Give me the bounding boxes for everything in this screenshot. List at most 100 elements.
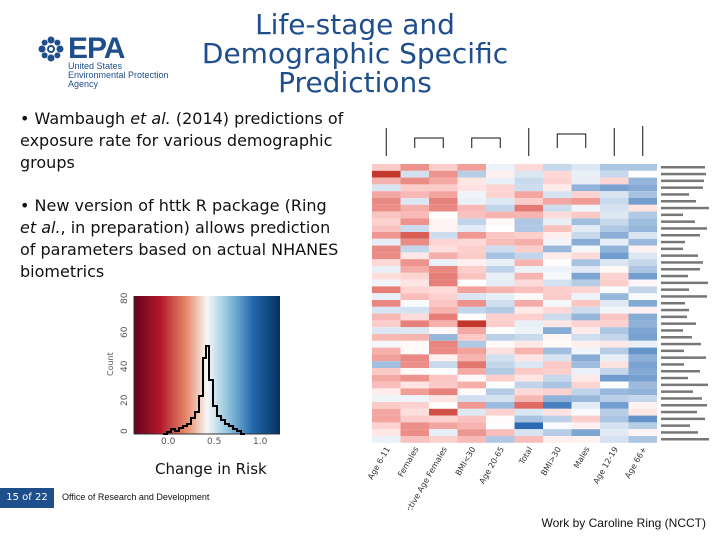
heatmap-cell bbox=[400, 395, 429, 402]
heatmap-cell bbox=[514, 327, 543, 334]
heatmap-cell bbox=[514, 334, 543, 341]
heatmap-cell bbox=[628, 327, 657, 334]
heatmap-cell bbox=[514, 245, 543, 253]
change-in-risk-histogram: 0 20 40 60 80 Count 0.0 0.5 1.0 bbox=[106, 292, 280, 447]
heatmap-cell bbox=[514, 252, 543, 260]
heatmap-cell bbox=[429, 218, 458, 226]
heatmap-row-label bbox=[661, 363, 684, 366]
heatmap-cell bbox=[457, 279, 486, 287]
heatmap-cell bbox=[628, 191, 657, 198]
heatmap-cell bbox=[457, 286, 486, 294]
heatmap-cell bbox=[543, 327, 572, 334]
heatmap-cell bbox=[543, 266, 572, 273]
heatmap-row-label bbox=[661, 376, 688, 380]
y-tick-80: 80 bbox=[120, 292, 130, 304]
heatmap-cell bbox=[571, 300, 600, 307]
heatmap-cell bbox=[457, 170, 486, 178]
heatmap-cell bbox=[543, 164, 572, 171]
heatmap-cell bbox=[600, 218, 629, 226]
heatmap-cell bbox=[429, 313, 458, 321]
heatmap-cell bbox=[628, 225, 657, 232]
heatmap-cell bbox=[628, 170, 657, 178]
heatmap-cell bbox=[543, 238, 572, 246]
heatmap-cell bbox=[372, 191, 401, 198]
heatmap-row-label bbox=[661, 356, 706, 359]
heatmap-cell bbox=[400, 286, 429, 294]
heatmap-cell bbox=[486, 177, 515, 185]
heatmap-row-label bbox=[661, 186, 703, 189]
heatmap-cell bbox=[543, 320, 572, 328]
heatmap-cell bbox=[571, 184, 600, 192]
heatmap-cell bbox=[400, 279, 429, 287]
heatmap-cell bbox=[400, 313, 429, 321]
heatmap-cell bbox=[571, 408, 600, 416]
heatmap-cell bbox=[600, 164, 629, 171]
heatmap-cell bbox=[372, 395, 401, 402]
heatmap-cell bbox=[543, 388, 572, 396]
heatmap-cell bbox=[571, 245, 600, 253]
heatmap-row-label bbox=[661, 397, 702, 400]
heatmap-cell bbox=[543, 340, 572, 348]
heatmap-cell bbox=[400, 198, 429, 205]
heatmap-cell bbox=[457, 422, 486, 430]
heatmap-cell bbox=[486, 354, 515, 362]
heatmap-cell bbox=[514, 408, 543, 416]
heatmap-row-label bbox=[661, 438, 709, 441]
heatmap-cell bbox=[400, 429, 429, 436]
heatmap-cell bbox=[457, 374, 486, 382]
heatmap-cell bbox=[429, 422, 458, 430]
heatmap-cell bbox=[429, 204, 458, 212]
heatmap-cell bbox=[400, 204, 429, 212]
heatmap-cell bbox=[543, 415, 572, 423]
heatmap-cell bbox=[571, 422, 600, 430]
heatmap-cell bbox=[429, 334, 458, 341]
heatmap-cell bbox=[429, 436, 458, 443]
heatmap-cell bbox=[372, 334, 401, 341]
heatmap-cell bbox=[457, 293, 486, 300]
heatmap-cell bbox=[372, 259, 401, 266]
y-tick-20: 20 bbox=[120, 394, 130, 406]
heatmap-cell bbox=[600, 286, 629, 294]
heatmap-cell bbox=[457, 211, 486, 219]
heatmap-cell bbox=[400, 422, 429, 430]
heatmap-cell bbox=[628, 245, 657, 253]
heatmap-cell bbox=[628, 177, 657, 185]
heatmap-cell bbox=[372, 402, 401, 409]
heatmap-cell bbox=[457, 164, 486, 171]
heatmap-cell bbox=[486, 334, 515, 341]
heatmap-cell bbox=[400, 327, 429, 334]
demographic-heatmap: Age 6-11 Females Reproductive Age Females B… bbox=[366, 120, 713, 540]
heatmap-cell bbox=[571, 354, 600, 362]
heatmap-row-label bbox=[661, 329, 683, 332]
heatmap-cell bbox=[571, 327, 600, 334]
heatmap-cell bbox=[429, 252, 458, 260]
heatmap-cell bbox=[628, 374, 657, 382]
heatmap-cell bbox=[486, 313, 515, 321]
heatmap-cell bbox=[628, 279, 657, 287]
slide-title: Life-stage and Demographic Specific Pred… bbox=[201, 8, 509, 99]
heatmap-cell bbox=[514, 429, 543, 436]
heatmap-cell bbox=[486, 327, 515, 334]
heatmap-cell bbox=[571, 252, 600, 260]
heatmap-cell bbox=[543, 211, 572, 219]
heatmap-row-label bbox=[661, 295, 707, 298]
heatmap-cell bbox=[628, 198, 657, 205]
heatmap-cell bbox=[400, 245, 429, 253]
heatmap-cell bbox=[457, 347, 486, 355]
heatmap-cell bbox=[400, 272, 429, 280]
x-tick-0: 0.0 bbox=[161, 437, 176, 447]
heatmap-cell bbox=[514, 320, 543, 328]
heatmap-cell bbox=[429, 211, 458, 219]
heatmap-cell bbox=[571, 218, 600, 226]
heatmap-cell bbox=[486, 218, 515, 226]
heatmap-cell bbox=[429, 170, 458, 178]
heatmap-cell bbox=[628, 429, 657, 436]
y-tick-0: 0 bbox=[120, 428, 130, 434]
heatmap-cell bbox=[543, 198, 572, 205]
heatmap-cell bbox=[457, 232, 486, 239]
heatmap-cell bbox=[486, 259, 515, 266]
heatmap-row-label bbox=[661, 179, 704, 183]
heatmap-cell bbox=[543, 334, 572, 341]
heatmap-cell bbox=[457, 266, 486, 273]
heatmap-cell bbox=[429, 198, 458, 205]
